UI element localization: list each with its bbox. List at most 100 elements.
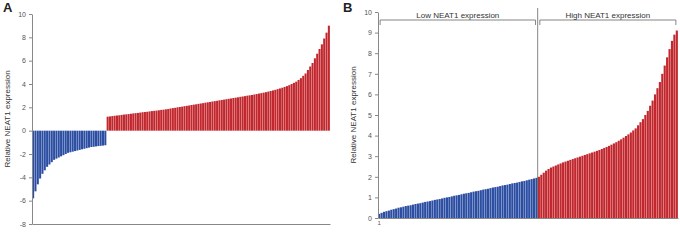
title: A bbox=[3, 0, 13, 15]
y-tick-mark bbox=[375, 53, 378, 54]
y-tick-label: 10 bbox=[18, 11, 26, 18]
y-tick-label: 2 bbox=[368, 174, 372, 181]
bar bbox=[302, 76, 304, 131]
bar bbox=[613, 143, 615, 218]
y-tick-label: 7 bbox=[368, 71, 372, 78]
bar bbox=[601, 149, 603, 218]
bar bbox=[93, 131, 95, 147]
bars bbox=[378, 31, 678, 218]
bar bbox=[288, 85, 290, 130]
bar bbox=[572, 159, 574, 218]
bar bbox=[427, 202, 429, 218]
bracket bbox=[540, 20, 676, 25]
bar bbox=[60, 131, 62, 157]
bar bbox=[316, 54, 318, 131]
bar bbox=[260, 93, 262, 131]
bar bbox=[528, 180, 530, 218]
y-tick-label: -6 bbox=[20, 197, 26, 204]
bar bbox=[410, 205, 412, 218]
y-axis-title: Relative NEAT1 expression bbox=[3, 70, 12, 167]
bar bbox=[58, 131, 60, 158]
bar bbox=[661, 74, 663, 218]
y-tick: 5 bbox=[368, 112, 378, 119]
bar bbox=[309, 67, 311, 131]
bar bbox=[630, 133, 632, 218]
y-tick: 2 bbox=[22, 104, 32, 111]
bar bbox=[281, 88, 283, 131]
y-tick-label: 4 bbox=[368, 132, 372, 139]
bar bbox=[393, 209, 395, 218]
bar bbox=[535, 178, 537, 218]
bar bbox=[400, 207, 402, 218]
bar bbox=[114, 116, 116, 131]
bar bbox=[270, 91, 272, 131]
bar bbox=[244, 96, 246, 131]
y-tick-mark bbox=[375, 74, 378, 75]
bar bbox=[76, 131, 78, 151]
bar bbox=[414, 204, 416, 218]
bar bbox=[193, 105, 195, 131]
bar bbox=[223, 100, 225, 131]
y-tick-mark bbox=[29, 84, 32, 85]
bar bbox=[429, 201, 431, 218]
bar bbox=[652, 101, 654, 218]
bar bbox=[53, 131, 55, 160]
y-tick-label: 1 bbox=[368, 194, 372, 201]
bar bbox=[90, 131, 92, 147]
bar bbox=[552, 167, 554, 219]
bar bbox=[323, 39, 325, 131]
bar bbox=[179, 107, 181, 131]
bar bbox=[102, 131, 104, 146]
bar bbox=[637, 125, 639, 218]
bar bbox=[451, 196, 453, 218]
bar bbox=[109, 116, 111, 130]
bar bbox=[589, 153, 591, 218]
bar bbox=[557, 164, 559, 218]
bar bbox=[137, 113, 139, 131]
bar bbox=[518, 182, 520, 218]
bar bbox=[195, 104, 197, 130]
bar bbox=[608, 146, 610, 218]
y-tick: 6 bbox=[368, 91, 378, 98]
bar bbox=[237, 97, 239, 130]
bar bbox=[319, 49, 321, 131]
bar bbox=[388, 211, 390, 218]
bar bbox=[251, 95, 253, 131]
bar bbox=[86, 131, 88, 149]
bar bbox=[397, 208, 399, 218]
bar bbox=[200, 103, 202, 130]
bar bbox=[239, 97, 241, 131]
bar bbox=[263, 93, 265, 131]
bar bbox=[540, 175, 542, 218]
bar bbox=[448, 197, 450, 218]
bar bbox=[577, 157, 579, 218]
bar bbox=[460, 194, 462, 218]
bar bbox=[186, 106, 188, 131]
bar bbox=[188, 105, 190, 130]
y-tick: 1 bbox=[368, 194, 378, 201]
bar bbox=[405, 206, 407, 218]
bar bbox=[132, 113, 134, 130]
bar bbox=[153, 111, 155, 131]
bar bbox=[214, 101, 216, 131]
bar bbox=[431, 200, 433, 218]
bar bbox=[34, 131, 36, 192]
bar bbox=[453, 196, 455, 218]
y-tick: -2 bbox=[20, 151, 32, 158]
bar bbox=[146, 112, 148, 131]
divider bbox=[537, 8, 538, 218]
bar bbox=[632, 130, 634, 218]
bar bbox=[83, 131, 85, 149]
y-tick-mark bbox=[375, 115, 378, 116]
bar bbox=[569, 160, 571, 218]
bar bbox=[118, 115, 120, 130]
bar bbox=[300, 78, 302, 130]
bar bbox=[74, 131, 76, 151]
bar bbox=[385, 211, 387, 218]
bar bbox=[649, 106, 651, 218]
bar bbox=[149, 111, 151, 130]
x-axis-line bbox=[33, 224, 331, 225]
bar bbox=[610, 145, 612, 218]
bar bbox=[482, 190, 484, 218]
bar bbox=[293, 83, 295, 131]
